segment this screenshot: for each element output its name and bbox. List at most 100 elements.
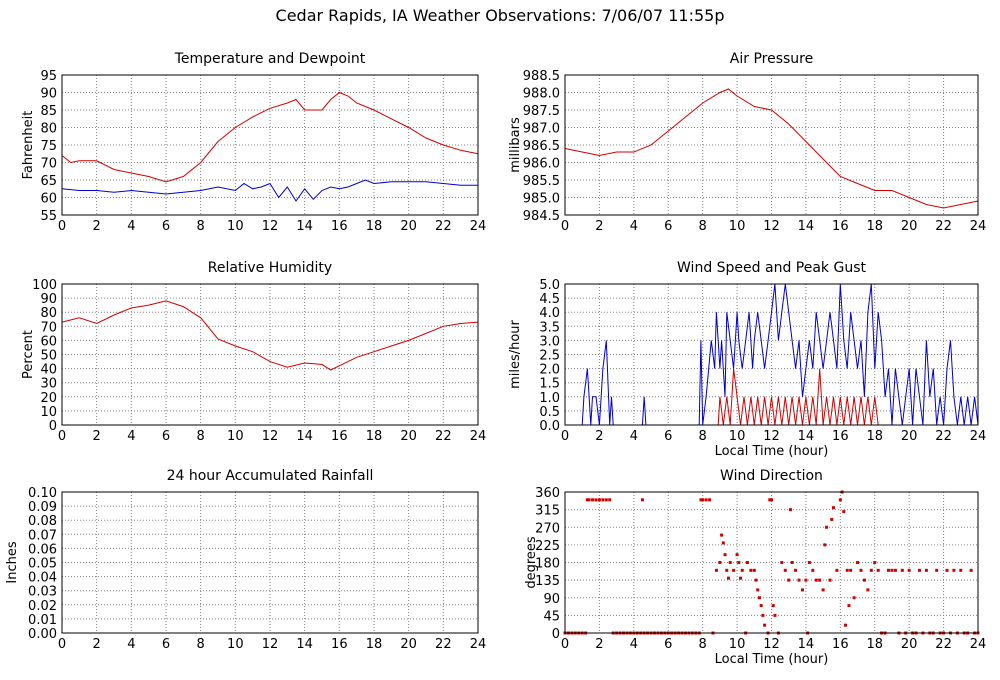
temp-x-tick-label: 18: [366, 219, 383, 234]
direction-point: [708, 498, 712, 502]
humidity-x-tick-label: 18: [366, 429, 383, 444]
direction-point: [721, 541, 725, 545]
direction-point: [759, 604, 763, 608]
temp-y-tick-label: 60: [40, 192, 57, 207]
direction-point: [866, 588, 870, 592]
wind-y-tick-label: 3.0: [539, 334, 560, 349]
temp-frame: [61, 74, 479, 216]
temp-y-tick-label: 85: [40, 104, 57, 119]
wind-series-red-line: [565, 368, 978, 426]
humidity-y-tick-label: 90: [40, 292, 57, 307]
direction-y-tick-label: 45: [543, 609, 560, 624]
direction-point: [608, 498, 612, 502]
page-title: Cedar Rapids, IA Weather Observations: 7…: [275, 6, 725, 25]
temp-series-blue-line: [61, 179, 478, 202]
humidity-y-tick-label: 80: [40, 306, 57, 321]
direction-x-tick-label: 20: [901, 637, 918, 652]
wind-x-tick-label: 6: [664, 429, 672, 444]
pressure-x-tick-label: 20: [901, 219, 918, 234]
pressure-y-tick-label: 985.5: [523, 174, 560, 189]
pressure-y-tick-label: 987.5: [523, 104, 560, 119]
direction-point: [754, 578, 758, 582]
direction-point: [699, 498, 703, 502]
rain-x-tick-label: 16: [331, 637, 348, 652]
direction-point: [797, 578, 801, 582]
rain-x-tick-label: 12: [262, 637, 279, 652]
humidity-y-tick-label: 40: [40, 363, 57, 378]
wind-y-tick-label: 1.5: [539, 377, 560, 392]
direction-point: [737, 561, 741, 564]
direction-point: [862, 578, 866, 582]
temp-x-tick-label: 14: [296, 219, 313, 234]
humidity-x-tick-label: 12: [262, 429, 279, 444]
direction-point: [811, 568, 815, 572]
temp-y-tick-label: 80: [40, 122, 57, 137]
humidity-y-tick-label: 0: [49, 419, 57, 434]
direction-point: [924, 568, 928, 572]
direction-point: [597, 498, 601, 502]
direction-point: [849, 568, 853, 572]
direction-point: [876, 568, 880, 572]
pressure-frame: [564, 74, 979, 216]
humidity-y-tick-label: 50: [40, 349, 57, 364]
rain-y-tick-label: 0.04: [28, 571, 57, 586]
temp-title: Temperature and Dewpoint: [174, 51, 366, 67]
pressure-x-tick-label: 18: [866, 219, 883, 234]
pressure-x-tick-label: 2: [595, 219, 603, 234]
direction-point: [761, 613, 765, 617]
humidity-title: Relative Humidity: [208, 260, 332, 276]
direction-point: [830, 517, 834, 521]
direction-point: [823, 543, 827, 547]
temp-series-red-line: [61, 91, 479, 183]
wind-x-tick-label: 20: [901, 429, 918, 444]
wind-x-tick-label: 14: [798, 429, 815, 444]
pressure-y-tick-label: 985.0: [523, 192, 560, 207]
wind-x-tick-label: 12: [763, 429, 780, 444]
pressure-x-tick-label: 0: [561, 219, 569, 234]
rain-y-tick-label: 0.03: [28, 585, 57, 600]
direction-point: [601, 498, 605, 502]
direction-point: [739, 576, 743, 580]
humidity-series-red-line: [61, 300, 479, 371]
wind-x-tick-label: 8: [699, 429, 707, 444]
wind-y-tick-label: 0.5: [539, 405, 560, 420]
direction-point: [838, 498, 842, 502]
rain-x-tick-label: 10: [227, 637, 244, 652]
rain-y-tick-label: 0.10: [28, 486, 57, 501]
direction-point: [969, 568, 973, 572]
temp-x-tick-label: 22: [435, 219, 452, 234]
direction-y-tick-label: 180: [535, 557, 560, 572]
pressure-y-axis-label: millibars: [508, 117, 523, 173]
direction-point: [843, 623, 847, 627]
humidity-y-tick-label: 100: [32, 278, 57, 293]
humidity-y-tick-label: 20: [40, 391, 57, 406]
direction-y-axis-label: degrees: [524, 536, 539, 589]
direction-y-tick-label: 90: [543, 592, 560, 607]
pressure-y-tick-label: 988.5: [523, 69, 560, 84]
pressure-x-tick-label: 8: [699, 219, 707, 234]
pressure-x-tick-label: 4: [630, 219, 638, 234]
rain-y-axis-label: Inches: [5, 541, 20, 583]
rain-x-tick-label: 2: [93, 637, 101, 652]
rain-y-tick-label: 0.02: [28, 599, 57, 614]
rain-x-tick-label: 14: [296, 637, 313, 652]
direction-point: [831, 506, 835, 510]
rain-x-tick-label: 4: [127, 637, 135, 652]
temp-x-tick-label: 24: [470, 219, 487, 234]
rain-y-tick-label: 0.07: [28, 528, 57, 543]
rain-y-tick-label: 0.00: [28, 627, 57, 642]
direction-x-tick-label: 16: [832, 637, 849, 652]
humidity-x-tick-label: 10: [227, 429, 244, 444]
direction-point: [859, 568, 863, 572]
wind-title: Wind Speed and Peak Gust: [677, 260, 866, 276]
wind-y-tick-label: 4.0: [539, 306, 560, 321]
pressure-y-tick-label: 987.0: [523, 122, 560, 137]
direction-point: [773, 613, 777, 617]
direction-point: [714, 568, 718, 572]
pressure-title: Air Pressure: [730, 51, 813, 67]
temp-x-tick-label: 12: [262, 219, 279, 234]
direction-point: [807, 561, 811, 564]
rain-y-tick-label: 0.01: [28, 613, 57, 628]
direction-point: [825, 525, 829, 529]
